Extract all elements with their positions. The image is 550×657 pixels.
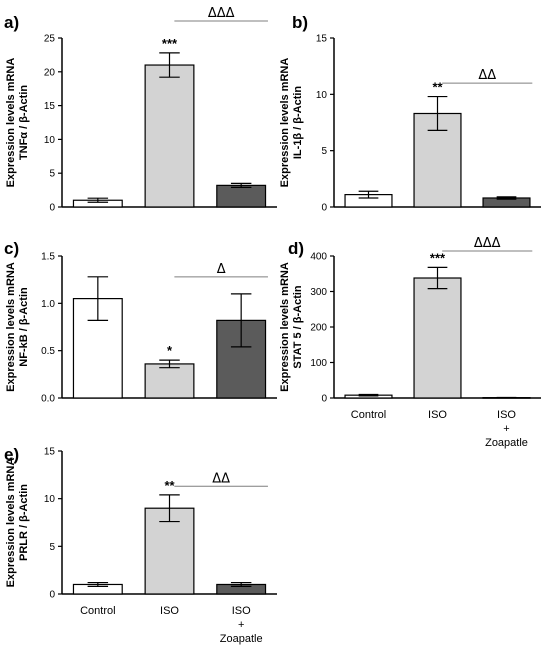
panel-e-ytick-label: 5 [49,542,55,553]
panel-c-ytick-label: 1.0 [41,299,55,310]
panel-a-ytick-label: 0 [49,203,55,214]
panel-b-ytick-label: 0 [321,203,327,214]
panel-e-letter: e) [4,445,19,464]
panel-a-ytick-label: 5 [49,169,55,180]
panel-d-significance-iso: *** [430,250,446,265]
panel-d-comparison-label: ΔΔΔ [474,236,501,251]
panel-b-comparison-label: ΔΔ [478,68,496,83]
panel-b-ylabel-line-2: IL-1β / β-Actin [292,86,304,160]
panel-d-bar-iso [413,277,462,399]
panel-b-significance-iso: ** [432,80,443,95]
panel-a-ylabel-line-1: Expression levels mRNA [5,58,17,188]
panel-b-letter: b) [292,13,308,32]
panel-d-category-label-zoapatle: ISO [497,409,516,421]
panel-d-ylabel-line-1: Expression levels mRNA [279,262,291,392]
panel-c-comparison-label: Δ [217,262,226,277]
panel-d-ytick-label: 300 [310,287,327,298]
panel-e-ytick-label: 0 [49,590,55,601]
panel-d-ytick-label: 400 [310,252,327,263]
panel-b-ytick-label: 10 [316,90,328,101]
panel-c-ytick-label: 0.5 [41,346,55,357]
panel-e-category-label-zoapatle: ISO [232,605,251,617]
panel-d-ytick-label: 0 [321,394,327,405]
panel-d-letter: d) [288,239,304,258]
panel-a-ylabel-line-2: TNFα / β-Actin [18,85,30,160]
panel-d-category-label-zoapatle: + [503,423,509,435]
panel-c-ytick-label: 1.5 [41,252,55,263]
panel-d-category-label-control: Control [351,409,386,421]
panel-b-ytick-label: 15 [316,34,328,45]
panel-e-bar-iso [144,507,195,595]
panel-e-ytick-label: 15 [44,447,56,458]
panel-b-ytick-label: 5 [321,146,327,157]
panel-a-ytick-label: 15 [44,101,56,112]
panel-a-letter: a) [4,13,19,32]
panel-e-category-label-iso: ISO [160,605,179,617]
panel-a-bar-zoapatle [216,184,267,208]
panel-c-ylabel-line-2: NF-kB / β-Actin [18,287,30,367]
panel-d-ytick-label: 100 [310,358,327,369]
panel-e-ytick-label: 10 [44,494,56,505]
panel-c-letter: c) [4,239,19,258]
panel-e-ylabel-line-2: PRLR / β-Actin [18,484,30,561]
panel-e-category-label-zoapatle: + [238,619,244,631]
panel-a-ytick-label: 20 [44,67,56,78]
panel-a-bar-iso [144,64,195,208]
panel-c-ytick-label: 0.0 [41,394,55,405]
panel-e-category-label-control: Control [80,605,115,617]
panel-c-significance-iso: * [167,343,173,358]
panel-a-comparison-label: ΔΔΔ [208,6,235,21]
panel-d-ytick-label: 200 [310,323,327,334]
panel-b-ylabel-line-1: Expression levels mRNA [279,58,291,188]
panel-e-ylabel-line-1: Expression levels mRNA [5,458,17,588]
panel-d-ylabel-line-2: STAT 5 / β-Actin [292,285,304,369]
panel-d-category-label-iso: ISO [428,409,447,421]
panel-c-bar-iso [144,363,195,399]
panel-a-ytick-label: 10 [44,135,56,146]
panel-a-significance-iso: *** [162,36,178,51]
panel-a-ytick-label: 25 [44,34,56,45]
panel-e-comparison-label: ΔΔ [212,471,230,486]
panel-d-category-label-zoapatle: Zoapatle [485,437,528,449]
panel-e-category-label-zoapatle: Zoapatle [220,633,263,645]
panel-c-ylabel-line-1: Expression levels mRNA [5,262,17,392]
panel-e-significance-iso: ** [164,478,175,493]
